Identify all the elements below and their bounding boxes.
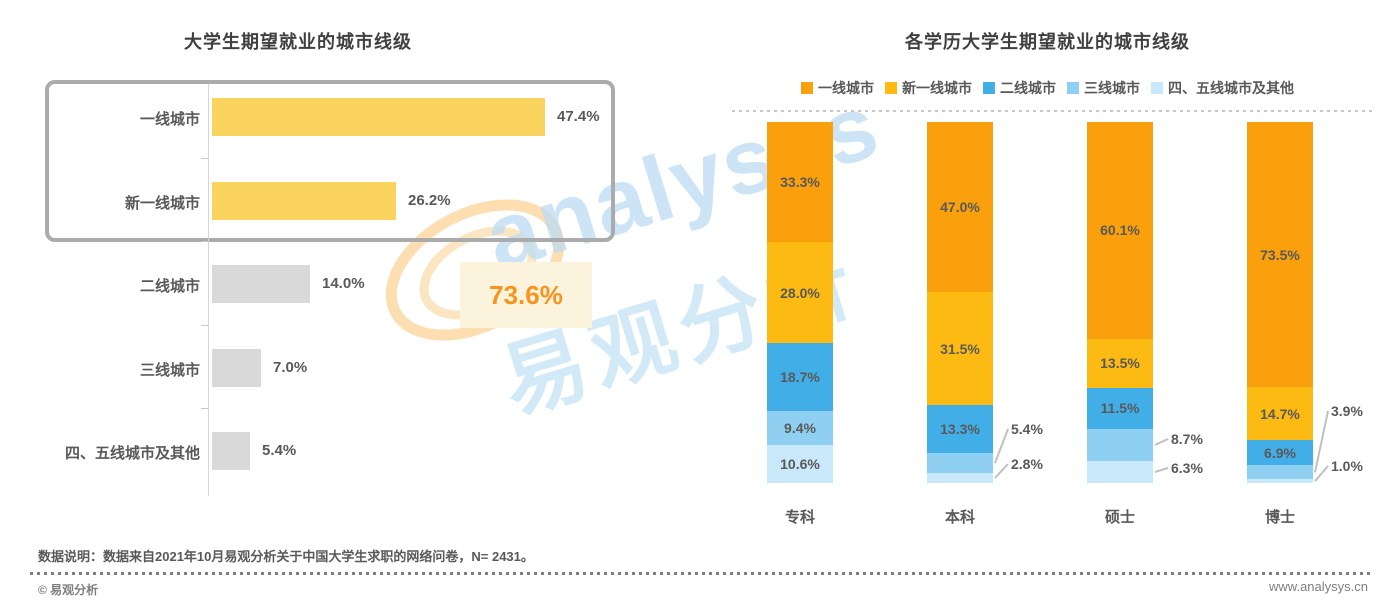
left-chart-title: 大学生期望就业的城市线级 [184, 32, 412, 52]
leader-line [994, 463, 1009, 479]
legend-label: 四、五线城市及其他 [1168, 80, 1294, 96]
axis-tick [201, 241, 208, 242]
leader-line [1154, 467, 1169, 473]
leader-line [1314, 465, 1329, 482]
bar-value-label: 26.2% [408, 191, 451, 209]
legend-swatch [1151, 82, 1163, 94]
segment-value-label: 10.6% [780, 455, 820, 472]
segment-value-label: 73.5% [1260, 246, 1300, 263]
segment-value-label-outside: 1.0% [1331, 458, 1363, 474]
segment-value-label: 33.3% [780, 174, 820, 191]
bar-value-label: 47.4% [557, 108, 600, 125]
bar [212, 265, 310, 303]
segment-value-label: 6.9% [1264, 444, 1296, 461]
bar-value-label: 14.0% [322, 275, 365, 292]
bar-segment: 14.7% [1247, 387, 1313, 441]
legend-swatch [885, 82, 897, 94]
bar [212, 432, 250, 470]
axis-tick [201, 324, 208, 326]
bar-segment: 33.3% [767, 122, 833, 243]
segment-value-label-outside: 2.8% [1011, 456, 1043, 472]
segment-value-label: 28.0% [780, 284, 820, 301]
bar-segment [1087, 460, 1153, 484]
bar-category-label: 一线城市 [139, 111, 200, 128]
left-chart-axis [208, 84, 209, 496]
top-gridline [732, 110, 1372, 112]
legend-item: 二线城市 [983, 78, 1056, 98]
legend-item: 新一线城市 [885, 78, 972, 98]
legend-label: 三线城市 [1084, 80, 1140, 96]
highlight-box [45, 80, 615, 242]
dotted-separator [30, 572, 1370, 575]
bar-category-label: 新一线城市 [124, 194, 200, 212]
legend-item: 三线城市 [1067, 78, 1140, 98]
bar-segment: 31.5% [927, 291, 993, 406]
segment-value-label: 9.4% [784, 419, 816, 436]
segment-value-label-outside: 8.7% [1171, 431, 1203, 447]
bar-segment: 28.0% [767, 242, 833, 344]
website-label: www.analysys.cn [1269, 579, 1368, 594]
legend-swatch [801, 82, 813, 94]
segment-value-label-outside: 3.9% [1331, 403, 1363, 419]
category-label: 博士 [1264, 509, 1295, 526]
right-chart-title: 各学历大学生期望就业的城市线级 [905, 32, 1190, 52]
bar-segment: 9.4% [767, 410, 833, 445]
bar-category-label: 三线城市 [139, 361, 200, 379]
segment-value-label: 47.0% [940, 198, 980, 215]
bar-segment: 10.6% [767, 444, 833, 483]
leader-line [994, 428, 1009, 464]
category-label: 专科 [784, 509, 815, 526]
segment-value-label: 13.3% [940, 421, 980, 438]
legend-label: 一线城市 [818, 80, 874, 96]
segment-value-label: 60.1% [1100, 222, 1140, 239]
bar-segment: 13.5% [1087, 338, 1153, 388]
segment-value-label-outside: 5.4% [1011, 421, 1043, 437]
bar [212, 348, 261, 387]
combined-total-annotation: 73.6% [460, 262, 592, 328]
bar-segment: 13.3% [927, 405, 993, 454]
leader-line [1154, 438, 1169, 446]
bar-segment: 18.7% [767, 343, 833, 411]
right-plot-area: 33.3% 28.0% 18.7% 9.4% 10.6% 专科 47.0% 31.5% 13.3… [700, 28, 1395, 548]
legend-item: 一线城市 [801, 78, 874, 98]
bar-category-label: 四、五线城市及其他 [64, 445, 200, 462]
bar-segment [1247, 479, 1313, 483]
segment-value-label: 11.5% [1100, 400, 1140, 417]
bar-segment [927, 472, 993, 483]
left-bar-chart: 大学生期望就业的城市线级 一线城市 47.4% 新一线城市 26.2% 二线城市 14.0… [38, 28, 683, 523]
copyright-label: © 易观分析 [38, 583, 99, 597]
bar-segment: 47.0% [927, 122, 993, 292]
bar-category-label: 二线城市 [139, 278, 200, 295]
data-source-note: 数据说明：数据来自2021年10月易观分析关于中国大学生求职的网络问卷，N= 2… [38, 549, 534, 564]
legend-item: 四、五线城市及其他 [1151, 78, 1294, 98]
bar [212, 98, 545, 136]
bar-value-label: 5.4% [262, 442, 297, 459]
segment-value-label: 31.5% [940, 340, 980, 357]
bar-value-label: 7.0% [273, 358, 308, 376]
axis-tick [201, 157, 208, 159]
legend-label: 二线城市 [1000, 80, 1056, 96]
legend-swatch [983, 82, 995, 94]
legend-swatch [1067, 82, 1079, 94]
bar-segment: 11.5% [1087, 387, 1153, 430]
right-stacked-bar-chart: 各学历大学生期望就业的城市线级 一线城市 新一线城市 二线城市 三线城市 四、五线城市及… [700, 28, 1395, 548]
category-label: 本科 [944, 509, 975, 526]
segment-value-label: 18.7% [780, 369, 820, 386]
bar-segment [1247, 465, 1313, 480]
legend-label: 新一线城市 [902, 80, 972, 96]
category-label: 硕士 [1104, 509, 1135, 526]
bar-segment: 6.9% [1247, 440, 1313, 466]
segment-value-label: 14.7% [1260, 405, 1300, 422]
legend: 一线城市 新一线城市 二线城市 三线城市 四、五线城市及其他 [700, 78, 1395, 98]
bar-segment: 60.1% [1087, 122, 1153, 339]
segment-value-label: 13.5% [1100, 355, 1140, 372]
segment-value-label-outside: 6.3% [1171, 460, 1203, 476]
axis-tick [201, 408, 208, 409]
bar [212, 181, 396, 220]
bar-segment [1087, 429, 1153, 461]
bar-segment [927, 453, 993, 473]
bar-segment: 73.5% [1247, 122, 1313, 388]
leader-line [1314, 410, 1329, 473]
